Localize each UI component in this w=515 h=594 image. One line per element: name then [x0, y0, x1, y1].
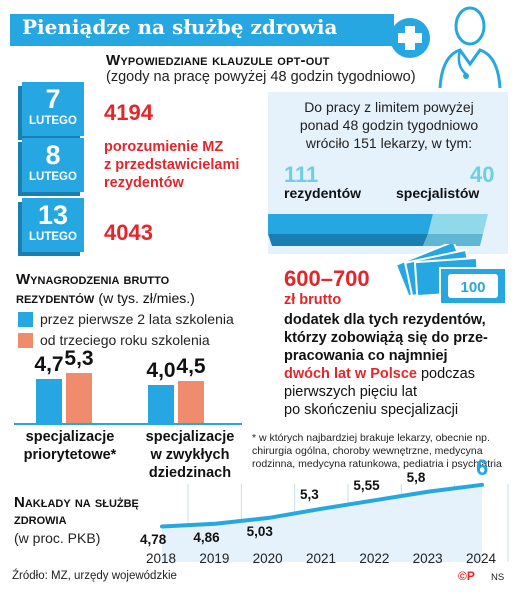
bonus-text-line: dodatek dla tych rezydentów, — [284, 312, 486, 328]
bar-baseline — [14, 423, 242, 425]
limit-text-line: ponad 48 godzin tygodniowo — [299, 117, 479, 133]
footnote: * w których najbardziej brakuje lekarzy,… — [252, 432, 502, 470]
bar-priority-first2 — [36, 378, 62, 423]
category-label-line: priorytetowe* — [23, 447, 117, 463]
spending-line-chart — [160, 482, 509, 562]
date-month: LUTEGO — [29, 171, 77, 183]
salaries-unit: (w tys. zł/mies.) — [98, 290, 195, 306]
page-title: Pieniądze na służbę zdrowia — [22, 15, 338, 39]
limit-text-line: wróciło 151 lekarzy, w tym: — [305, 135, 473, 151]
legend-label: przez pierwsze 2 lata szkolenia — [40, 311, 234, 327]
title-bar — [10, 14, 394, 46]
date-box-2: 8 LUTEGO — [22, 138, 84, 192]
salaries-heading-line: rezydentów — [16, 290, 95, 307]
copyright-mark: ©P — [458, 569, 475, 583]
bonus-text-line: którzy zobowiążą się do prze- — [284, 330, 488, 346]
date-day: 13 — [37, 200, 69, 230]
category-label-regular: specjalizacje w zwykłych dziedzinach — [128, 428, 252, 482]
residents-label: rezydentów — [284, 185, 362, 201]
spending-year-label: 2021 — [306, 551, 337, 566]
bar-value-label: 4,5 — [176, 354, 206, 378]
legend-swatch-blue — [18, 312, 33, 327]
bonus-text-line: pierwszych pięciu lat — [284, 384, 417, 400]
salaries-heading: Wynagrodzenia brutto rezydentów (w tys. … — [16, 270, 195, 308]
spending-value-label: 5,8 — [406, 469, 426, 485]
category-label-line: specjalizacje — [25, 429, 115, 445]
bonus-text-line: po skończeniu specjalizacji — [284, 402, 459, 418]
specialists-value: 40 — [470, 162, 495, 187]
agreement-note: porozumienie MZ z przedstawicielami rezy… — [104, 138, 239, 192]
bar-priority-year3plus — [66, 373, 92, 423]
bar-value-label: 5,3 — [64, 347, 94, 370]
agreement-note-line: rezydentów — [104, 175, 184, 191]
spending-year-label: 2023 — [412, 551, 443, 566]
banknotes-icon: 100 — [394, 244, 507, 305]
spending-year-label: 2024 — [466, 551, 497, 566]
spending-value-label: 5,03 — [246, 523, 273, 539]
residents-value: 111 — [284, 162, 319, 187]
category-label-line: w zwykłych — [150, 447, 230, 463]
date-box-3: 13 LUTEGO — [22, 198, 84, 252]
spending-heading-line: zdrowia — [14, 511, 67, 528]
legend-swatch-orange — [18, 333, 33, 348]
agreement-note-line: porozumienie MZ — [104, 139, 224, 155]
banknote-label: 100 — [460, 279, 485, 296]
bonus-amount: 600–700 — [284, 266, 370, 291]
date-month: LUTEGO — [29, 231, 77, 243]
spending-heading-line: Nakłady na służbę — [14, 494, 139, 511]
limit-text: Do pracy z limitem powyżej ponad 48 godz… — [276, 98, 502, 152]
specialists-label: specjalistów — [396, 185, 480, 201]
category-label-line: dziedzinach — [148, 465, 232, 481]
bar-value-label: 4,0 — [146, 359, 176, 383]
spending-heading: Nakłady na służbę zdrowia — [14, 494, 139, 528]
limit-text-line: Do pracy z limitem powyżej — [304, 99, 474, 115]
date-month: LUTEGO — [29, 115, 77, 127]
spending-value-label: 5,55 — [353, 478, 380, 494]
opt-out-subheading: (zgody na pracę powyżej 48 godzin tygodn… — [106, 69, 416, 85]
agency-mark: NS — [491, 572, 505, 583]
bar-regular-year3plus — [178, 380, 204, 423]
bar-value-label: 4,7 — [34, 352, 64, 376]
doctor-icon — [390, 6, 502, 88]
doctor-split-bar — [268, 214, 488, 246]
bonus-description: dodatek dla tych rezydentów, którzy zobo… — [284, 311, 504, 419]
optout-value-3: 4043 — [104, 220, 153, 245]
spending-value-label: 4,78 — [140, 532, 167, 548]
date-day: 8 — [45, 140, 61, 170]
date-day: 7 — [45, 84, 61, 114]
spending-value-label: 4,86 — [193, 529, 220, 545]
category-label-priority: specjalizacje priorytetowe* — [10, 428, 130, 464]
opt-out-heading: Wypowiedziane klauzule opt-out — [106, 52, 330, 69]
optout-value-1: 4194 — [104, 100, 153, 125]
spending-unit: (w proc. PKB) — [14, 530, 101, 546]
date-box-1: 7 LUTEGO — [22, 82, 84, 136]
bonus-unit: zł brutto — [284, 292, 342, 308]
source-note: Źródło: MZ, urzędy wojewódzkie — [12, 570, 177, 582]
bonus-text-line: pracowania co najmniej — [284, 348, 448, 364]
spending-value-label: 5,3 — [300, 486, 319, 502]
legend-label: od trzeciego roku szkolenia — [40, 332, 210, 348]
spending-year-label: 2022 — [359, 551, 390, 566]
spending-year-label: 2020 — [252, 551, 283, 566]
spending-value-label: 6 — [476, 454, 489, 480]
spending-year-label: 2018 — [146, 551, 177, 566]
salaries-heading-line: Wynagrodzenia brutto — [16, 271, 170, 288]
spending-year-label: 2019 — [199, 551, 230, 566]
category-label-line: specjalizacje — [145, 429, 235, 445]
bonus-text-line: podczas — [416, 366, 475, 382]
bonus-text-highlight: dwóch lat w Polsce — [284, 366, 417, 382]
agreement-note-line: z przedstawicielami — [104, 157, 240, 173]
bar-regular-first2 — [148, 385, 174, 423]
